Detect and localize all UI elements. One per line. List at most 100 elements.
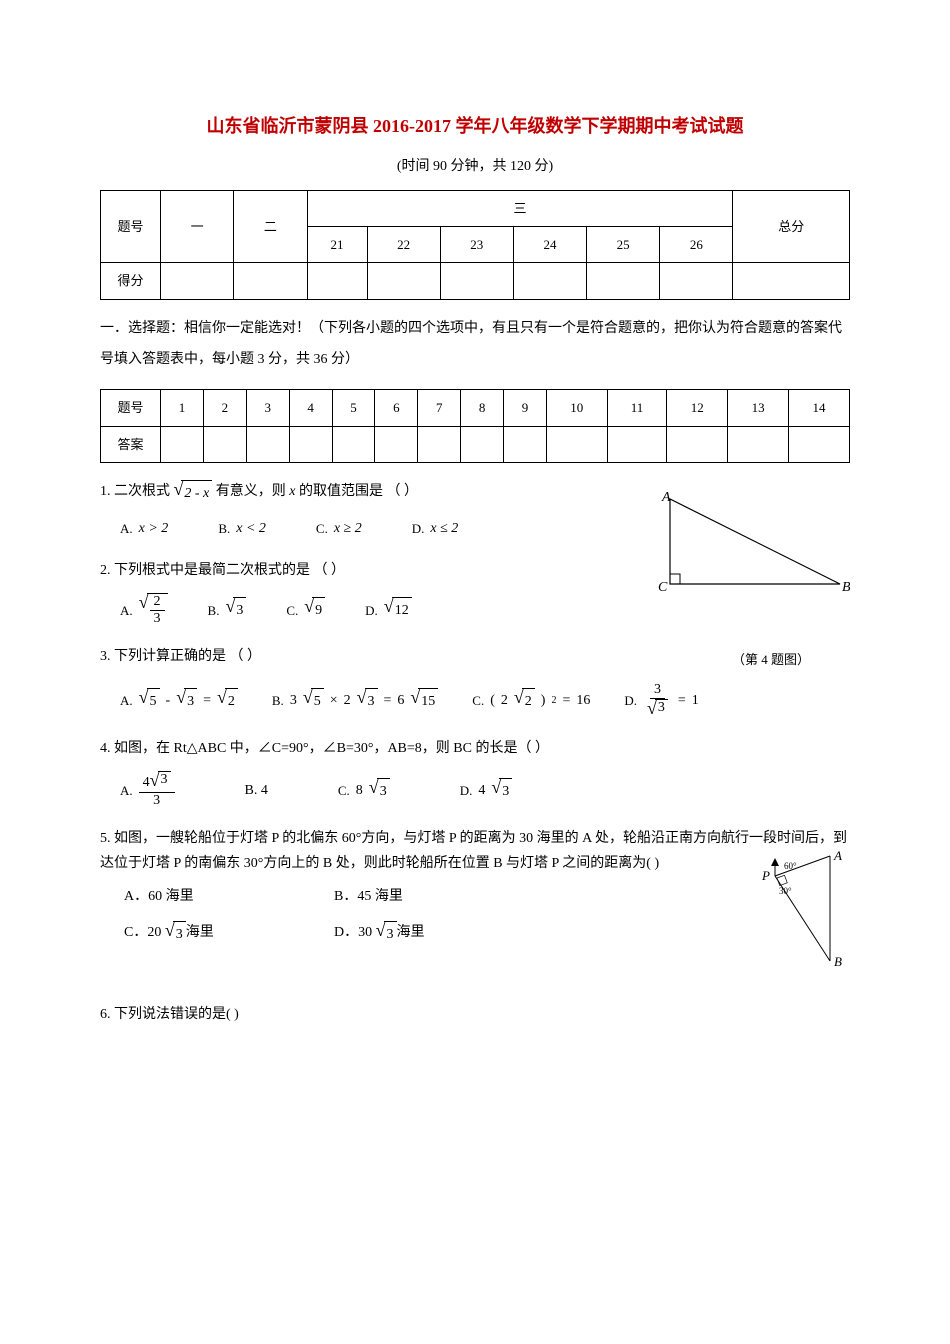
question-5: 5. 如图，一艘轮船位于灯塔 P 的北偏东 60°方向，与灯塔 P 的距离为 3… xyxy=(100,826,850,986)
q3-text: 3. 下列计算正确的是 （ ） xyxy=(100,644,261,671)
cell: 8 xyxy=(461,390,504,426)
cell: 26 xyxy=(660,226,733,262)
option-c: C．20 √3海里 xyxy=(124,920,334,947)
cell: 9 xyxy=(504,390,547,426)
table-row: 得分 xyxy=(101,263,850,299)
option-a: A．60 海里 xyxy=(124,884,334,909)
cell xyxy=(161,426,204,462)
header-cell: 题号 xyxy=(101,390,161,426)
cell: 25 xyxy=(587,226,660,262)
cell xyxy=(332,426,375,462)
cell xyxy=(513,263,586,299)
option-b: B．45 海里 xyxy=(334,884,544,909)
cell xyxy=(504,426,547,462)
cell: 12 xyxy=(667,390,728,426)
sqrt-icon: √2 - x xyxy=(174,480,213,506)
option-a: A. √5 - √3=√2 xyxy=(120,688,238,714)
cell xyxy=(234,263,307,299)
cell xyxy=(203,426,246,462)
navigation-icon: P A B 60° 30° xyxy=(760,846,850,976)
header-cell: 总分 xyxy=(733,190,850,263)
cell xyxy=(660,263,733,299)
svg-text:P: P xyxy=(761,868,770,883)
option-b: B. 3√5×2√3 =6√15 xyxy=(272,688,438,714)
cell: 6 xyxy=(375,390,418,426)
question-4: 4. 如图，在 Rt△ABC 中，∠C=90°，∠B=30°，AB=8，则 BC… xyxy=(100,736,850,810)
cell xyxy=(375,426,418,462)
cell: 21 xyxy=(307,226,367,262)
section-1-instructions: 一．选择题：相信你一定能选对！（下列各小题的四个选项中，有且只有一个是符合题意的… xyxy=(100,314,850,376)
option-d: D. x ≤ 2 xyxy=(412,516,459,541)
q5-text: 5. 如图，一艘轮船位于灯塔 P 的北偏东 60°方向，与灯塔 P 的距离为 3… xyxy=(100,826,850,876)
cell: 7 xyxy=(418,390,461,426)
option-b: B. 4 xyxy=(245,778,268,803)
q2-options: A. √ 23 B. √3 C. √9 D. √12 xyxy=(120,593,630,629)
cell: 1 xyxy=(161,390,204,426)
q1-text-prefix: 1. 二次根式 xyxy=(100,484,170,499)
question-3: 3. 下列计算正确的是 （ ） （第 4 题图） A. √5 - √3=√2 B… xyxy=(100,644,850,720)
cell: 14 xyxy=(789,390,850,426)
option-d: D. √12 xyxy=(365,597,412,623)
option-d: D. 4√3 xyxy=(460,778,513,804)
cell xyxy=(546,426,607,462)
answer-table: 题号 1 2 3 4 5 6 7 8 9 10 11 12 13 14 答案 xyxy=(100,389,850,463)
variable: x xyxy=(289,484,295,499)
cell xyxy=(789,426,850,462)
q5-options: A．60 海里 B．45 海里 C．20 √3海里 D．30 √3海里 xyxy=(124,884,750,946)
option-a: A. x > 2 xyxy=(120,516,168,541)
option-d: D. 3 √3 =1 xyxy=(624,682,698,721)
header-cell: 二 xyxy=(234,190,307,263)
cell: 得分 xyxy=(101,263,161,299)
cell: 13 xyxy=(728,390,789,426)
exam-subtitle: (时间 90 分钟，共 120 分) xyxy=(100,154,850,179)
cell xyxy=(367,263,440,299)
option-b: B. √3 xyxy=(208,597,247,623)
cell xyxy=(440,263,513,299)
cell xyxy=(461,426,504,462)
option-c: C. x ≥ 2 xyxy=(316,516,362,541)
option-d: D．30 √3海里 xyxy=(334,920,544,947)
question-6: 6. 下列说法错误的是( ) xyxy=(100,1002,850,1027)
cell xyxy=(307,263,367,299)
cell xyxy=(587,263,660,299)
cell xyxy=(246,426,289,462)
q1-options: A. x > 2 B. x < 2 C. x ≥ 2 D. x ≤ 2 xyxy=(120,516,630,541)
option-c: C. √9 xyxy=(286,597,325,623)
svg-text:B: B xyxy=(834,954,842,969)
header-cell: 三 xyxy=(307,190,733,226)
table-row: 题号 1 2 3 4 5 6 7 8 9 10 11 12 13 14 xyxy=(101,390,850,426)
cell xyxy=(161,263,234,299)
cell: 2 xyxy=(203,390,246,426)
q1-text-mid: 有意义，则 xyxy=(216,484,286,499)
q4-text: 4. 如图，在 Rt△ABC 中，∠C=90°，∠B=30°，AB=8，则 BC… xyxy=(100,736,850,761)
score-table: 题号 一 二 三 总分 21 22 23 24 25 26 得分 xyxy=(100,190,850,300)
cell: 3 xyxy=(246,390,289,426)
header-cell: 题号 xyxy=(101,190,161,263)
cell: 10 xyxy=(546,390,607,426)
question-1: 1. 二次根式 √2 - x 有意义，则 x 的取值范围是 （ ） A C B … xyxy=(100,479,850,541)
table-row: 答案 xyxy=(101,426,850,462)
figure-caption: （第 4 题图） xyxy=(732,648,810,671)
header-cell: 答案 xyxy=(101,426,161,462)
option-a: A. 4√3 3 xyxy=(120,771,175,810)
svg-text:30°: 30° xyxy=(779,886,792,896)
q6-text: 6. 下列说法错误的是( ) xyxy=(100,1002,850,1027)
cell: 5 xyxy=(332,390,375,426)
option-c: C. (2√2)2 =16 xyxy=(472,688,590,714)
cell xyxy=(728,426,789,462)
q4-options: A. 4√3 3 B. 4 C. 8√3 D. 4√3 xyxy=(120,771,850,810)
cell xyxy=(607,426,667,462)
cell: 24 xyxy=(513,226,586,262)
cell: 11 xyxy=(607,390,667,426)
q1-text-end: 的取值范围是 （ ） xyxy=(299,484,418,499)
cell: 23 xyxy=(440,226,513,262)
table-row: 题号 一 二 三 总分 xyxy=(101,190,850,226)
option-c: C. 8√3 xyxy=(338,778,390,804)
cell xyxy=(418,426,461,462)
cell xyxy=(733,263,850,299)
q2-text: 2. 下列根式中是最简二次根式的是 （ ） xyxy=(100,558,850,583)
cell xyxy=(667,426,728,462)
cell: 22 xyxy=(367,226,440,262)
option-b: B. x < 2 xyxy=(218,516,266,541)
svg-text:60°: 60° xyxy=(784,861,797,871)
